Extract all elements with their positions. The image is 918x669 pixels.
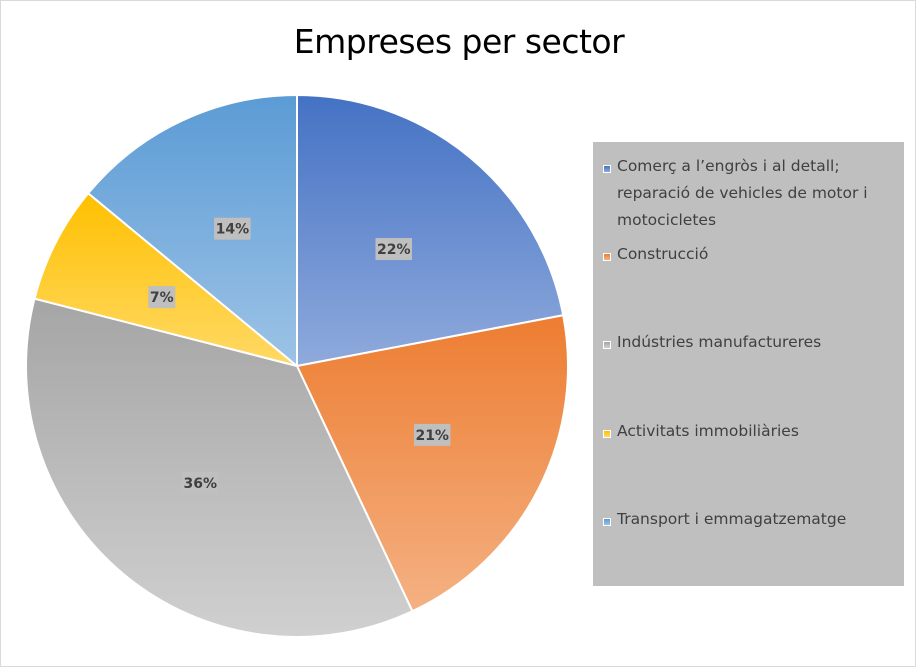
legend: Comerç a l’engròs i al detall; reparació…	[593, 142, 904, 586]
data-label-box	[148, 286, 176, 309]
data-label-text: 36%	[184, 476, 218, 492]
data-label-transport: 14%	[214, 217, 251, 240]
chart-title: Empreses per sector	[293, 22, 625, 61]
data-label-box	[214, 217, 251, 240]
data-label-industries: 36%	[182, 471, 219, 494]
data-label-text: 7%	[150, 290, 174, 306]
legend-item-transport: Transport i emmagatzematge	[603, 510, 895, 533]
legend-swatch	[603, 341, 611, 349]
slice-immobiliaries	[33, 191, 298, 367]
legend-swatch	[603, 518, 611, 526]
data-label-box	[375, 238, 412, 261]
legend-label-immobiliaries: Activitats immobiliàries	[617, 422, 799, 440]
data-label-text: 21%	[415, 428, 449, 444]
slice-construccio	[295, 314, 569, 613]
legend-swatch	[603, 430, 611, 438]
data-label-box	[413, 423, 451, 446]
legend-label-construccio: Construcció	[617, 245, 709, 263]
data-label-box	[182, 471, 219, 494]
legend-label-comerc: Comerç a l’engròs i al detall; reparació…	[617, 157, 868, 229]
data-label-construccio: 21%	[413, 423, 451, 446]
legend-label-transport: Transport i emmagatzematge	[617, 510, 847, 528]
slice-industries	[25, 297, 414, 638]
legend-item-construccio: Construcció	[603, 245, 895, 268]
data-label-text: 22%	[377, 242, 411, 258]
legend-item-industries: Indústries manufactureres	[603, 333, 895, 356]
legend-swatch	[603, 253, 611, 261]
data-label-immobiliaries: 7%	[148, 286, 176, 309]
data-label-text: 14%	[216, 222, 250, 238]
slice-comerc	[296, 93, 565, 368]
legend-item-comerc: Comerç a l’engròs i al detall; reparació…	[603, 157, 895, 234]
legend-item-immobiliaries: Activitats immobiliàries	[603, 422, 895, 445]
legend-swatch	[603, 165, 611, 173]
slice-transport	[86, 93, 298, 369]
data-label-comerc: 22%	[375, 238, 412, 261]
legend-label-industries: Indústries manufactureres	[617, 333, 822, 351]
